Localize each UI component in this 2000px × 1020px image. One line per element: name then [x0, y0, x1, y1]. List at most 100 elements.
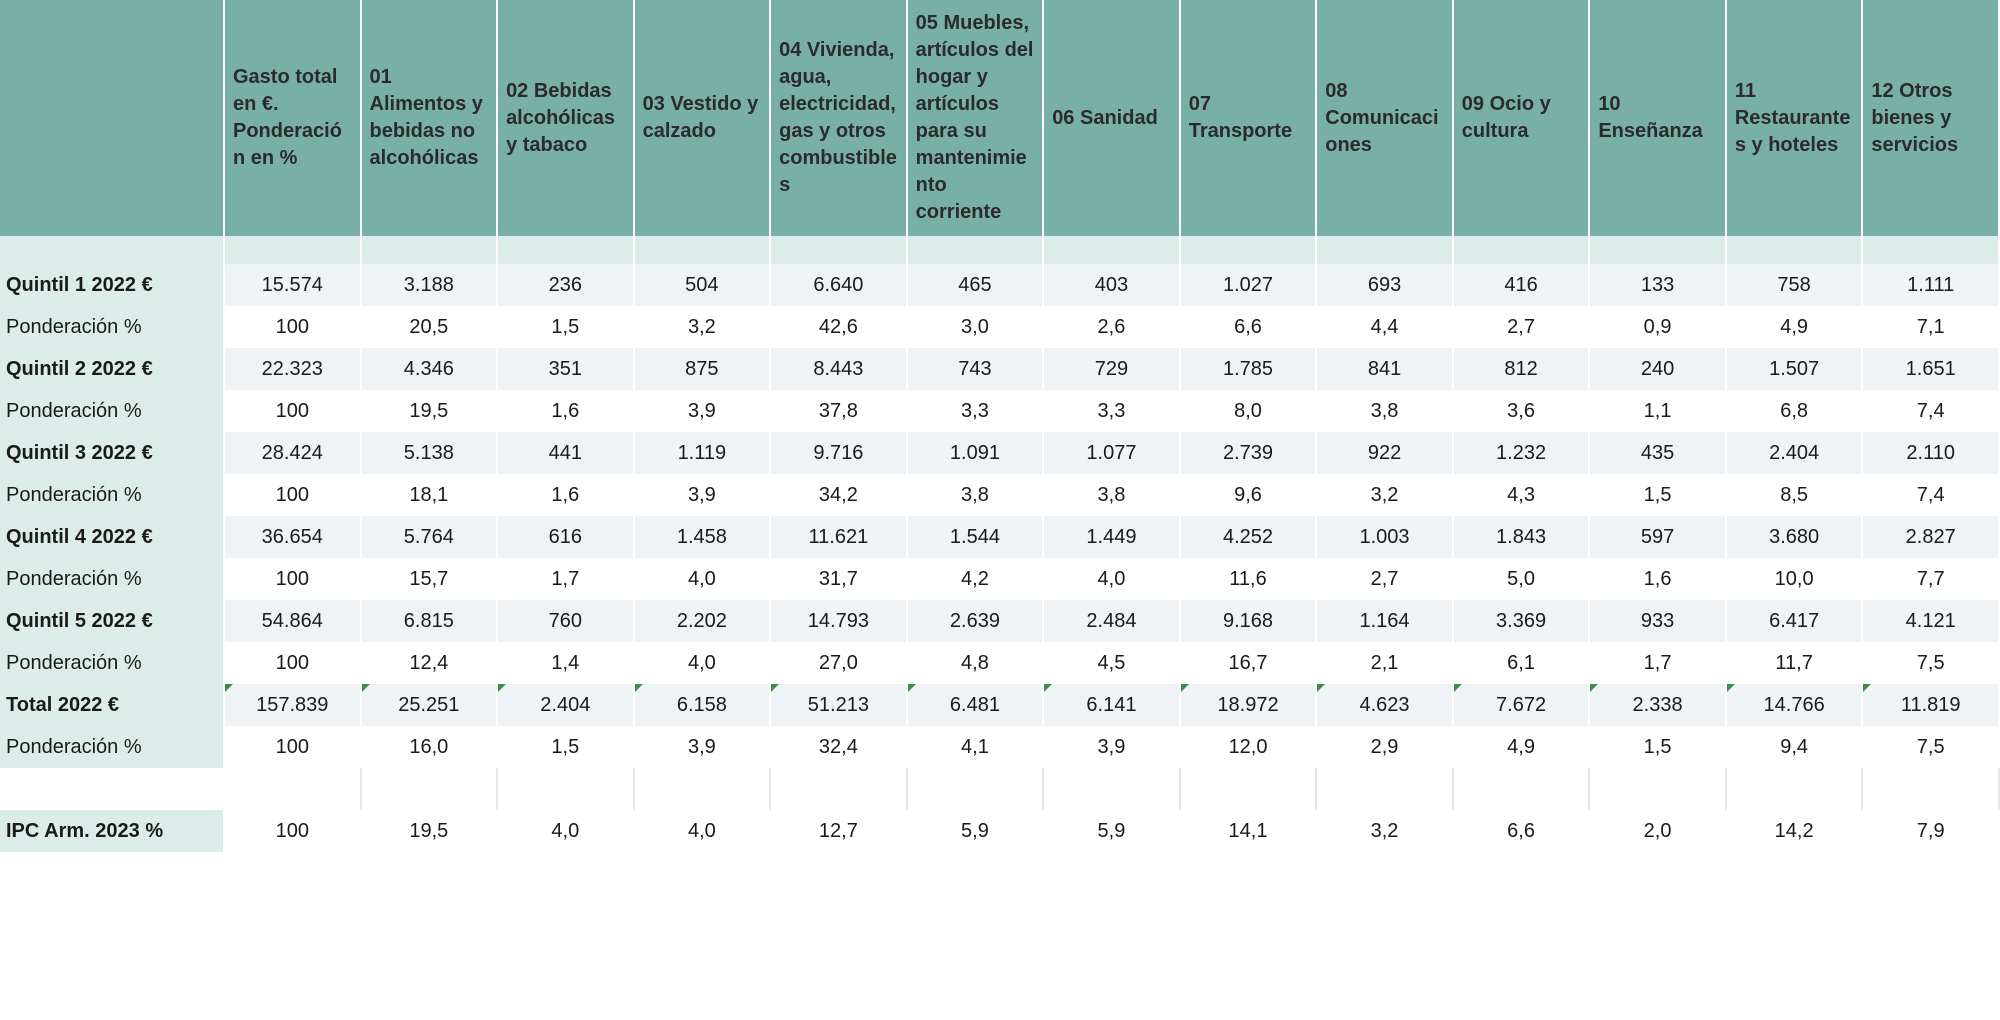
column-header: 12 Otros bienes y servicios	[1862, 0, 1999, 236]
column-header: 01 Alimentos y bebidas no alcohólicas	[361, 0, 498, 236]
cell: 2.202	[634, 600, 771, 642]
cell: 2.404	[497, 684, 634, 726]
cell: 933	[1589, 600, 1726, 642]
table-row: Quintil 4 2022 €36.6545.7646161.45811.62…	[0, 516, 1999, 558]
cell: 3.369	[1453, 600, 1590, 642]
cell: 22.323	[224, 348, 361, 390]
cell: 9,4	[1726, 726, 1863, 768]
cell: 54.864	[224, 600, 361, 642]
cell: 1,5	[497, 726, 634, 768]
cell: 6.640	[770, 264, 907, 306]
column-header: 10 Enseñanza	[1589, 0, 1726, 236]
cell: 12,4	[361, 642, 498, 684]
cell: 3,2	[1316, 474, 1453, 516]
cell: 4.121	[1862, 600, 1999, 642]
cell: 416	[1453, 264, 1590, 306]
cell: 8,0	[1180, 390, 1317, 432]
cell: 3,6	[1453, 390, 1590, 432]
table-row: IPC Arm. 2023 %10019,54,04,012,75,95,914…	[0, 810, 1999, 852]
cell: 812	[1453, 348, 1590, 390]
cell: 18,1	[361, 474, 498, 516]
expenditure-table: Gasto total en €. Ponderación en % 01 Al…	[0, 0, 2000, 852]
cell: 693	[1316, 264, 1453, 306]
cell	[1316, 768, 1453, 810]
table-row: Ponderación %10018,11,63,934,23,83,89,63…	[0, 474, 1999, 516]
cell: 1.843	[1453, 516, 1590, 558]
row-label: Ponderación %	[0, 390, 224, 432]
cell: 1.458	[634, 516, 771, 558]
cell: 6.815	[361, 600, 498, 642]
row-label: Ponderación %	[0, 474, 224, 516]
cell: 27,0	[770, 642, 907, 684]
cell: 100	[224, 558, 361, 600]
cell: 4.623	[1316, 684, 1453, 726]
cell: 1,5	[497, 306, 634, 348]
cell: 4,0	[634, 810, 771, 852]
table-row: Ponderación %10019,51,63,937,83,33,38,03…	[0, 390, 1999, 432]
cell: 1.164	[1316, 600, 1453, 642]
cell: 16,0	[361, 726, 498, 768]
cell: 435	[1589, 432, 1726, 474]
cell: 3,9	[634, 726, 771, 768]
cell: 2,1	[1316, 642, 1453, 684]
cell: 11.621	[770, 516, 907, 558]
cell: 4,0	[634, 642, 771, 684]
cell: 6,6	[1453, 810, 1590, 852]
cell: 11,7	[1726, 642, 1863, 684]
cell: 2,7	[1453, 306, 1590, 348]
cell: 465	[907, 264, 1044, 306]
row-label: Quintil 5 2022 €	[0, 600, 224, 642]
cell: 1.091	[907, 432, 1044, 474]
cell: 8.443	[770, 348, 907, 390]
cell: 236	[497, 264, 634, 306]
cell: 19,5	[361, 810, 498, 852]
table-row: Ponderación %10015,71,74,031,74,24,011,6…	[0, 558, 1999, 600]
cell: 14.793	[770, 600, 907, 642]
row-label: Quintil 3 2022 €	[0, 432, 224, 474]
cell: 1.785	[1180, 348, 1317, 390]
cell: 3,3	[1043, 390, 1180, 432]
cell: 4,0	[497, 810, 634, 852]
cell: 1.077	[1043, 432, 1180, 474]
column-header: 11 Restaurantes y hoteles	[1726, 0, 1863, 236]
cell: 1.003	[1316, 516, 1453, 558]
cell: 25.251	[361, 684, 498, 726]
table-row: Ponderación %10012,41,44,027,04,84,516,7…	[0, 642, 1999, 684]
cell: 3,9	[634, 474, 771, 516]
cell: 3.680	[1726, 516, 1863, 558]
row-label: Quintil 2 2022 €	[0, 348, 224, 390]
cell: 7,5	[1862, 642, 1999, 684]
column-header-rowlabel	[0, 0, 224, 236]
cell: 2.827	[1862, 516, 1999, 558]
cell: 8,5	[1726, 474, 1863, 516]
cell: 28.424	[224, 432, 361, 474]
cell: 2.484	[1043, 600, 1180, 642]
cell: 1.232	[1453, 432, 1590, 474]
cell: 5.764	[361, 516, 498, 558]
cell: 4,1	[907, 726, 1044, 768]
column-header: 07 Transporte	[1180, 0, 1317, 236]
cell	[634, 768, 771, 810]
cell: 1.027	[1180, 264, 1317, 306]
cell: 100	[224, 810, 361, 852]
cell: 42,6	[770, 306, 907, 348]
cell: 240	[1589, 348, 1726, 390]
cell: 6.417	[1726, 600, 1863, 642]
cell: 133	[1589, 264, 1726, 306]
cell: 1,7	[1589, 642, 1726, 684]
cell	[497, 768, 634, 810]
cell: 2.110	[1862, 432, 1999, 474]
cell: 18.972	[1180, 684, 1317, 726]
cell: 0,9	[1589, 306, 1726, 348]
cell: 4,5	[1043, 642, 1180, 684]
row-label: Ponderación %	[0, 726, 224, 768]
row-label: Quintil 1 2022 €	[0, 264, 224, 306]
cell: 157.839	[224, 684, 361, 726]
cell: 100	[224, 306, 361, 348]
cell: 760	[497, 600, 634, 642]
table-row: Quintil 2 2022 €22.3234.3463518758.44374…	[0, 348, 1999, 390]
cell: 3,2	[1316, 810, 1453, 852]
row-label: Ponderación %	[0, 642, 224, 684]
cell: 1.651	[1862, 348, 1999, 390]
row-label: IPC Arm. 2023 %	[0, 810, 224, 852]
